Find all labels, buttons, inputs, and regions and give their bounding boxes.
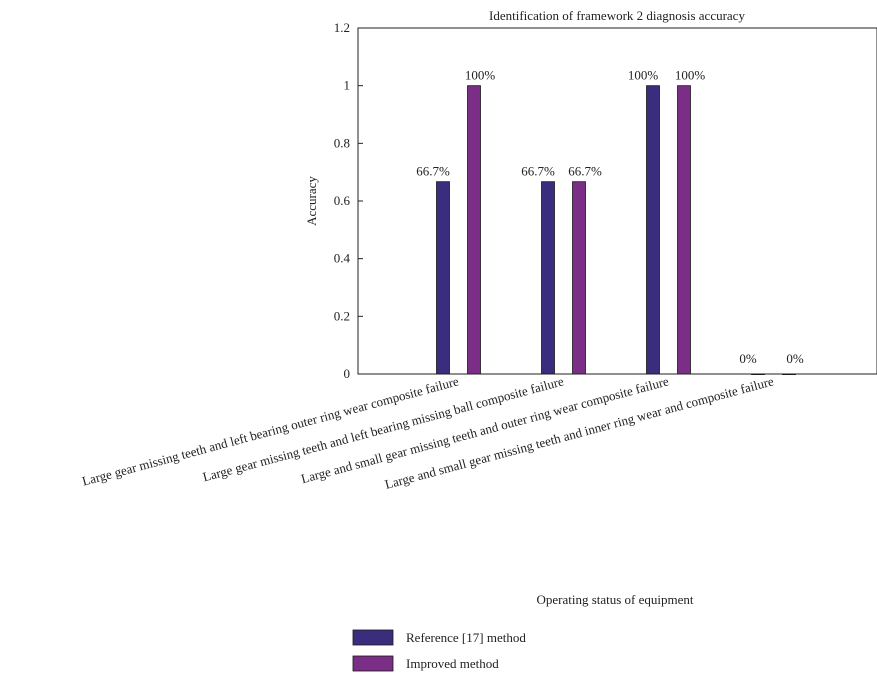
data-label: 100% bbox=[675, 68, 706, 83]
bar-reference-4 bbox=[751, 373, 765, 376]
y-tick-label: 0 bbox=[344, 366, 351, 381]
bar-reference-3 bbox=[646, 85, 660, 375]
legend: Reference [17] method Improved method bbox=[352, 629, 526, 672]
data-label: 100% bbox=[465, 68, 496, 83]
y-tick-label: 0.2 bbox=[334, 308, 350, 323]
bar-improved-2 bbox=[572, 181, 586, 375]
chart-title: Identification of framework 2 diagnosis … bbox=[489, 8, 745, 23]
legend-swatch-improved bbox=[352, 655, 394, 672]
data-label: 0% bbox=[739, 351, 757, 366]
y-tick-label: 0.4 bbox=[334, 251, 351, 266]
plot-area bbox=[357, 27, 877, 375]
y-tick-label: 0.8 bbox=[334, 135, 350, 150]
data-label: 66.7% bbox=[416, 164, 450, 179]
data-label: 0% bbox=[786, 351, 804, 366]
x-axis-label: Operating status of equipment bbox=[536, 592, 693, 607]
bar-reference-2 bbox=[541, 181, 555, 375]
plot-frame bbox=[357, 27, 877, 375]
legend-swatch-reference bbox=[352, 629, 394, 646]
y-tick-label: 1.2 bbox=[334, 20, 350, 35]
data-label: 100% bbox=[628, 68, 659, 83]
data-label: 66.7% bbox=[521, 164, 555, 179]
data-labels: 66.7% 100% 66.7% 66.7% 100% 100% 0% 0% bbox=[416, 68, 804, 366]
y-tick-label: 1 bbox=[344, 78, 351, 93]
y-tick-label: 0.6 bbox=[334, 193, 351, 208]
bar-reference-1 bbox=[436, 181, 450, 375]
legend-label-improved: Improved method bbox=[406, 656, 499, 671]
legend-label-reference: Reference [17] method bbox=[406, 630, 526, 645]
y-axis-label: Accuracy bbox=[304, 176, 319, 226]
bars bbox=[436, 85, 796, 376]
bar-improved-3 bbox=[677, 85, 691, 375]
bar-improved-1 bbox=[467, 85, 481, 375]
bar-improved-4 bbox=[782, 373, 796, 376]
y-axis: 0 0.2 0.4 0.6 0.8 1 1.2 bbox=[334, 20, 363, 381]
category-labels: Large gear missing teeth and left bearin… bbox=[80, 373, 775, 492]
data-label: 66.7% bbox=[568, 164, 602, 179]
